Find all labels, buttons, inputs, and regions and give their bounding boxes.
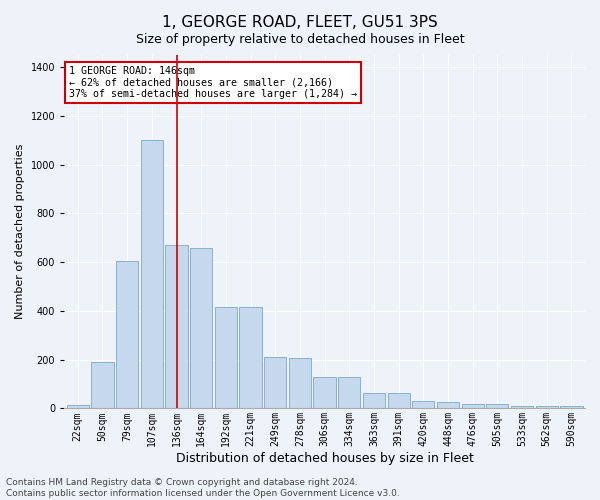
Bar bbox=[338, 376, 361, 408]
Bar bbox=[215, 308, 237, 408]
Bar bbox=[141, 140, 163, 408]
Bar bbox=[560, 406, 583, 408]
Bar bbox=[190, 248, 212, 408]
Bar bbox=[166, 245, 188, 408]
X-axis label: Distribution of detached houses by size in Fleet: Distribution of detached houses by size … bbox=[176, 452, 473, 465]
Bar bbox=[461, 404, 484, 408]
Bar bbox=[239, 308, 262, 408]
Bar bbox=[486, 404, 508, 408]
Bar bbox=[388, 392, 410, 408]
Bar bbox=[363, 392, 385, 408]
Y-axis label: Number of detached properties: Number of detached properties bbox=[15, 144, 25, 320]
Bar bbox=[264, 357, 286, 408]
Text: Contains HM Land Registry data © Crown copyright and database right 2024.
Contai: Contains HM Land Registry data © Crown c… bbox=[6, 478, 400, 498]
Text: 1 GEORGE ROAD: 146sqm
← 62% of detached houses are smaller (2,166)
37% of semi-d: 1 GEORGE ROAD: 146sqm ← 62% of detached … bbox=[70, 66, 358, 99]
Bar bbox=[289, 358, 311, 408]
Bar bbox=[437, 402, 459, 408]
Bar bbox=[116, 261, 138, 408]
Bar bbox=[412, 401, 434, 408]
Bar bbox=[67, 405, 89, 408]
Text: 1, GEORGE ROAD, FLEET, GU51 3PS: 1, GEORGE ROAD, FLEET, GU51 3PS bbox=[162, 15, 438, 30]
Text: Size of property relative to detached houses in Fleet: Size of property relative to detached ho… bbox=[136, 32, 464, 46]
Bar bbox=[511, 406, 533, 408]
Bar bbox=[91, 362, 113, 408]
Bar bbox=[536, 406, 558, 408]
Bar bbox=[313, 376, 336, 408]
